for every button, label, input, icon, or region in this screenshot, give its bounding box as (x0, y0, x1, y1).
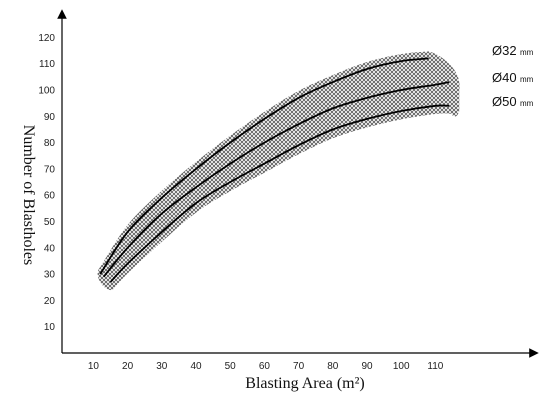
y-axis-title: Number of Blastholes (20, 125, 37, 265)
x-tick-label: 10 (88, 361, 100, 372)
x-tick-label: 40 (190, 361, 202, 372)
y-tick-label: 30 (44, 270, 56, 281)
x-tick-label: 50 (225, 361, 237, 372)
y-tick-label: 10 (44, 322, 56, 333)
x-tick-label: 90 (361, 361, 373, 372)
legend-unit: mm (520, 99, 534, 108)
y-tick-label: 110 (39, 59, 55, 70)
x-tick-label: 60 (259, 361, 271, 372)
y-tick-label: 60 (44, 191, 56, 202)
series-line-2 (103, 81, 450, 278)
y-tick-labels: 10 20 30 40 50 60 70 80 90 100 110 120 (38, 33, 55, 333)
x-tick-label: 20 (122, 361, 134, 372)
y-tick-label: 90 (44, 112, 56, 123)
x-tick-label: 100 (393, 361, 410, 372)
y-tick-label: 100 (38, 86, 55, 97)
y-tick-label: 120 (38, 33, 55, 44)
legend-unit: mm (520, 75, 534, 84)
y-tick-label: 50 (44, 217, 56, 228)
x-tick-label: 80 (327, 361, 339, 372)
legend-item: Ø32 (492, 43, 517, 58)
x-tick-label: 30 (156, 361, 168, 372)
x-axis-title: Blasting Area (m²) (245, 375, 364, 392)
legend-item: Ø40 (492, 70, 517, 85)
legend-item: Ø50 (492, 94, 517, 109)
y-tick-label: 80 (44, 138, 56, 149)
hatched-band (97, 51, 460, 291)
y-tick-label: 20 (44, 296, 56, 307)
y-tick-label: 70 (44, 164, 56, 175)
x-tick-label: 70 (293, 361, 305, 372)
series-line-3 (109, 104, 450, 283)
series-line-1 (99, 57, 429, 275)
x-tick-labels: 10 20 30 40 50 60 70 80 90 100 110 (88, 361, 444, 372)
y-tick-label: 40 (44, 243, 56, 254)
legend-unit: mm (520, 48, 534, 57)
x-tick-label: 110 (427, 361, 443, 372)
plot-area (97, 51, 460, 291)
